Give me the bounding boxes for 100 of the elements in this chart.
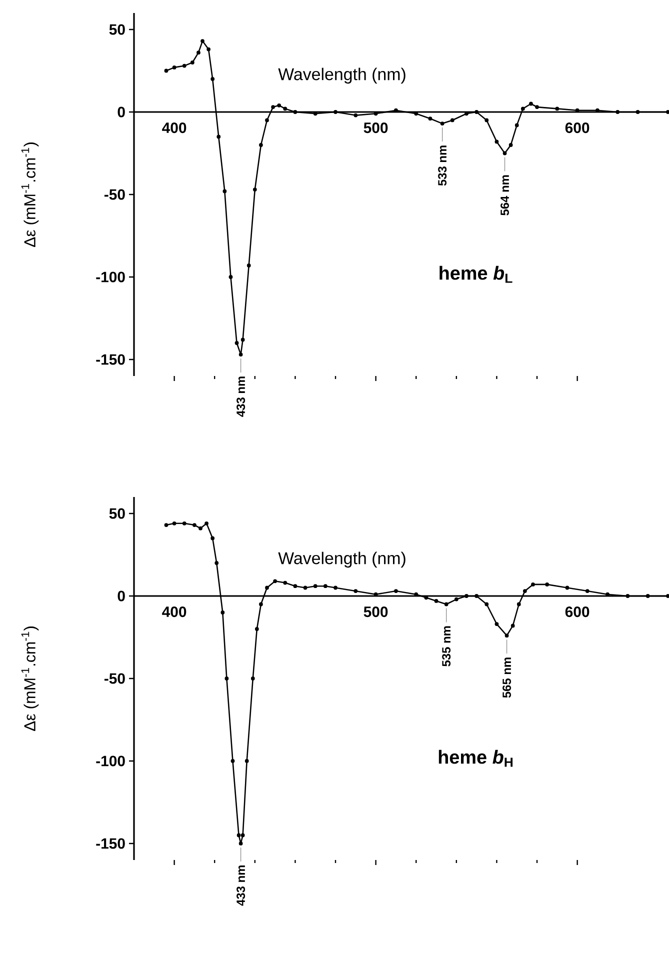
- point: [236, 833, 241, 838]
- point: [196, 50, 200, 55]
- point: [216, 134, 220, 139]
- point: [238, 842, 243, 846]
- point: [585, 589, 590, 593]
- point: [394, 589, 398, 593]
- point: [258, 602, 263, 606]
- annotation: 564 nm: [500, 175, 509, 216]
- x-tick-label: 500: [364, 122, 388, 134]
- annotation: heme b$_{L}$: [440, 266, 512, 283]
- point: [252, 188, 257, 192]
- point: [502, 151, 507, 156]
- y-tick-label: 50: [109, 24, 125, 35]
- annotation: 433 nm: [236, 376, 245, 417]
- x-axis-title: Wavelength (nm): [278, 68, 406, 84]
- y-axis-title: Δε (mM$^{-1}$.cm$^{-1}$): [21, 626, 38, 731]
- x-tick-label: 600: [565, 122, 590, 134]
- y-tick-label: 0: [118, 106, 125, 118]
- point: [354, 589, 358, 593]
- point: [258, 143, 263, 147]
- y-tick-label: -150: [96, 354, 125, 365]
- point: [440, 122, 444, 126]
- point: [494, 622, 499, 626]
- point: [333, 110, 338, 114]
- point: [454, 597, 458, 602]
- point: [264, 586, 269, 590]
- point: [510, 624, 515, 628]
- point: [272, 579, 277, 584]
- point: [182, 521, 186, 526]
- point: [238, 352, 243, 356]
- point: [313, 584, 318, 588]
- x-tick-label: 600: [565, 606, 590, 618]
- point: [323, 584, 328, 588]
- y-tick-label: -100: [96, 756, 125, 766]
- point: [206, 47, 210, 52]
- point: [545, 582, 549, 586]
- point: [182, 64, 186, 68]
- point: [164, 68, 168, 73]
- point: [224, 676, 228, 680]
- point: [530, 582, 535, 586]
- point: [246, 264, 251, 268]
- point: [293, 110, 298, 114]
- point: [354, 113, 358, 118]
- point: [520, 106, 525, 111]
- point: [534, 105, 539, 109]
- y-tick-label: 0: [118, 590, 125, 602]
- point: [277, 103, 281, 108]
- point: [528, 102, 533, 106]
- y-tick-label: -150: [96, 838, 125, 849]
- point: [565, 586, 570, 590]
- y-tick-label: -50: [104, 673, 125, 684]
- annotation: heme b$_{H}$: [438, 750, 512, 767]
- point: [484, 602, 488, 606]
- point: [434, 599, 438, 603]
- point: [616, 110, 620, 114]
- x-tick-label: 500: [364, 606, 388, 618]
- point: [192, 523, 196, 527]
- point: [198, 526, 202, 530]
- point: [494, 140, 499, 144]
- annotation: 535 nm: [442, 626, 450, 666]
- point: [283, 580, 287, 585]
- point: [666, 594, 669, 598]
- point: [464, 594, 468, 598]
- point: [514, 123, 519, 128]
- point: [508, 143, 513, 147]
- point: [228, 275, 233, 279]
- point: [240, 833, 245, 838]
- point: [484, 118, 488, 122]
- annotation: 533 nm: [438, 146, 446, 186]
- annotation: 565 nm: [502, 658, 511, 698]
- point: [264, 118, 269, 122]
- point: [220, 610, 224, 614]
- point: [474, 594, 478, 598]
- point: [200, 39, 204, 43]
- point: [250, 676, 255, 680]
- x-tick-label: 400: [162, 606, 186, 618]
- point: [230, 759, 235, 763]
- point: [636, 110, 640, 114]
- point: [164, 523, 168, 527]
- y-tick-label: -100: [96, 272, 125, 282]
- y-tick-label: -50: [104, 189, 125, 200]
- point: [172, 521, 176, 526]
- x-axis-title: Wavelength (nm): [278, 552, 406, 568]
- point: [222, 189, 226, 194]
- point: [522, 589, 527, 593]
- point: [234, 341, 239, 345]
- point: [214, 561, 218, 565]
- point: [240, 338, 245, 342]
- point: [244, 759, 249, 763]
- point: [303, 586, 308, 590]
- y-axis-title: Δε (mM$^{-1}$.cm$^{-1}$): [21, 142, 38, 247]
- point: [333, 586, 338, 590]
- point: [283, 106, 287, 111]
- point: [626, 594, 630, 598]
- point: [666, 110, 669, 114]
- point: [516, 602, 521, 606]
- point: [474, 110, 478, 114]
- point: [204, 521, 208, 526]
- point: [172, 66, 176, 70]
- point: [450, 118, 454, 122]
